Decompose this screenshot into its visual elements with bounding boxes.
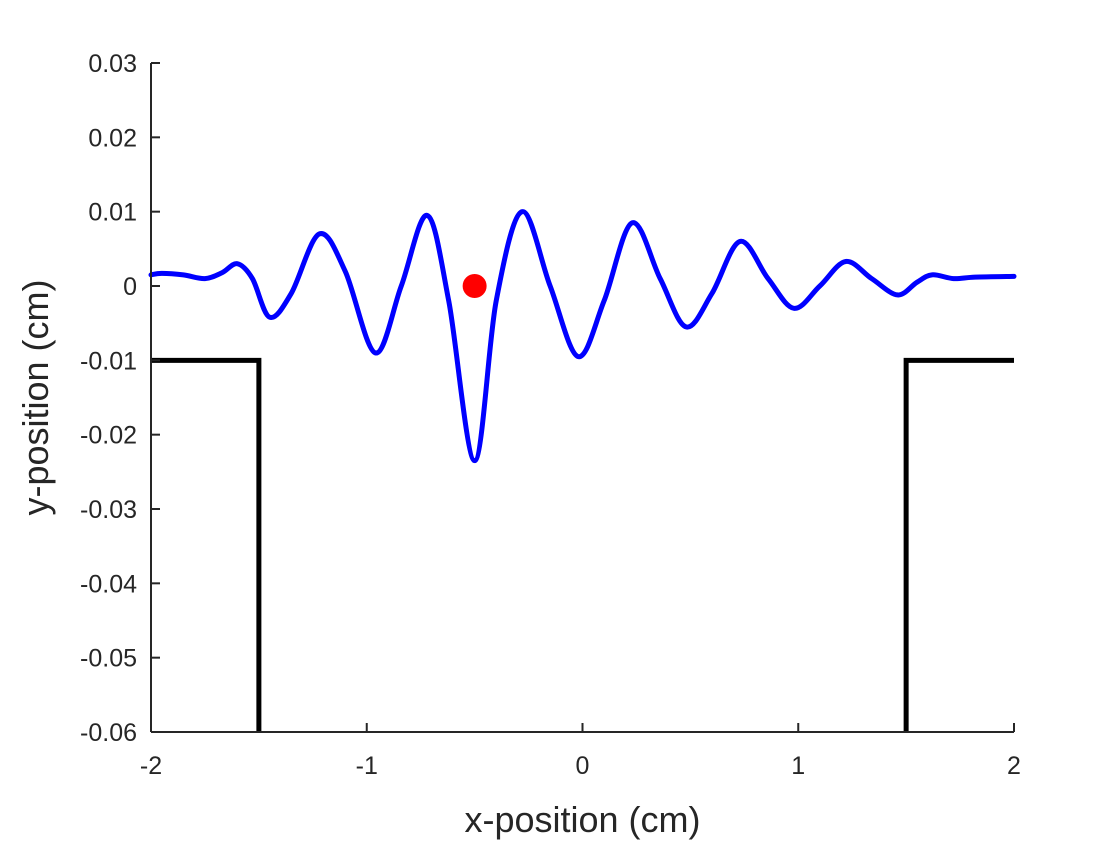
series-layer	[148, 209, 1017, 732]
x-tick-label: -1	[356, 752, 378, 780]
x-tick-label: 0	[576, 752, 590, 780]
y-tick-label: 0.01	[88, 199, 137, 227]
series-marker	[462, 274, 487, 298]
x-tick-label: 2	[1007, 752, 1021, 780]
wave-series-line	[148, 209, 1017, 464]
x-tick-label: 1	[791, 752, 805, 780]
y-tick-label: -0.03	[80, 496, 137, 524]
x-axis-label: x-position (cm)	[464, 799, 700, 840]
y-tick-label: 0	[123, 273, 137, 301]
y-axis-label: y-position (cm)	[15, 279, 56, 515]
y-tick-label: -0.05	[80, 645, 137, 673]
y-tick-label: -0.06	[80, 719, 137, 747]
x-tick-label: -2	[140, 752, 162, 780]
y-tick-label: -0.04	[80, 570, 137, 598]
y-tick-label: 0.03	[88, 50, 137, 78]
y-ticks: 0.03 0.02 0.01 0 -0.01 -0.02 -0.03 -0.04 -0.05 -0…	[80, 50, 160, 747]
boundary-series-line	[151, 357, 262, 732]
boundary-series-line	[903, 357, 1014, 732]
axes-layer: -2 -1 0 1 2 0.03 0.02 0.01 0 -0.01 -0.02 -0.03 -0.0…	[80, 50, 1021, 780]
y-tick-label: -0.01	[80, 347, 137, 375]
x-ticks: -2 -1 0 1 2	[140, 723, 1021, 780]
y-tick-label: 0.02	[88, 124, 137, 152]
y-tick-label: -0.02	[80, 422, 137, 450]
